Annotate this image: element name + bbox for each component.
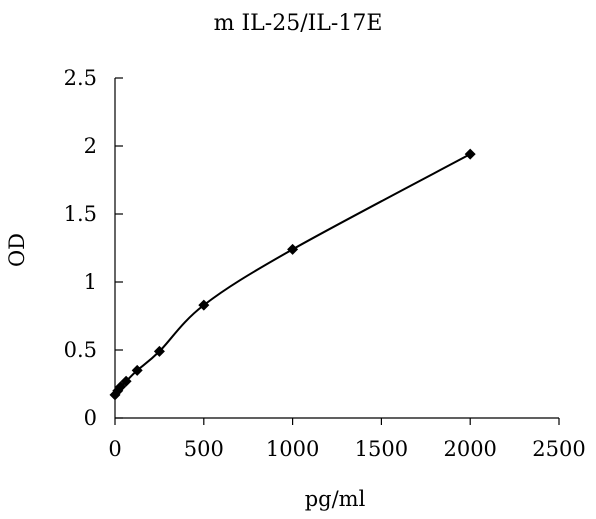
y-axis-label: OD — [5, 233, 29, 267]
x-tick-label: 2000 — [443, 437, 496, 461]
y-tick-label: 2 — [84, 134, 97, 158]
data-point — [464, 148, 476, 160]
x-tick-label: 1500 — [355, 437, 408, 461]
chart-title: m IL-25/IL-17E — [214, 11, 383, 36]
data-point — [287, 243, 299, 255]
plot-area: 0 0.5 1 1.5 2 2.5 0 500 1000 1500 2000 2500 — [64, 66, 586, 461]
data-point — [120, 375, 132, 387]
y-tick-label: 1.5 — [64, 202, 97, 226]
x-tick-label: 1000 — [266, 437, 319, 461]
y-tick-label: 2.5 — [64, 66, 97, 90]
data-point — [131, 364, 143, 376]
series-line — [114, 153, 471, 396]
data-point — [153, 345, 165, 357]
x-tick-label: 0 — [108, 437, 121, 461]
x-tick-label: 2500 — [532, 437, 585, 461]
data-point — [198, 299, 210, 311]
y-tick-label: 0 — [84, 406, 97, 430]
y-tick-label: 0.5 — [64, 338, 97, 362]
x-tick-label: 500 — [184, 437, 224, 461]
y-tick-label: 1 — [84, 270, 97, 294]
x-axis-label: pg/ml — [305, 487, 366, 511]
